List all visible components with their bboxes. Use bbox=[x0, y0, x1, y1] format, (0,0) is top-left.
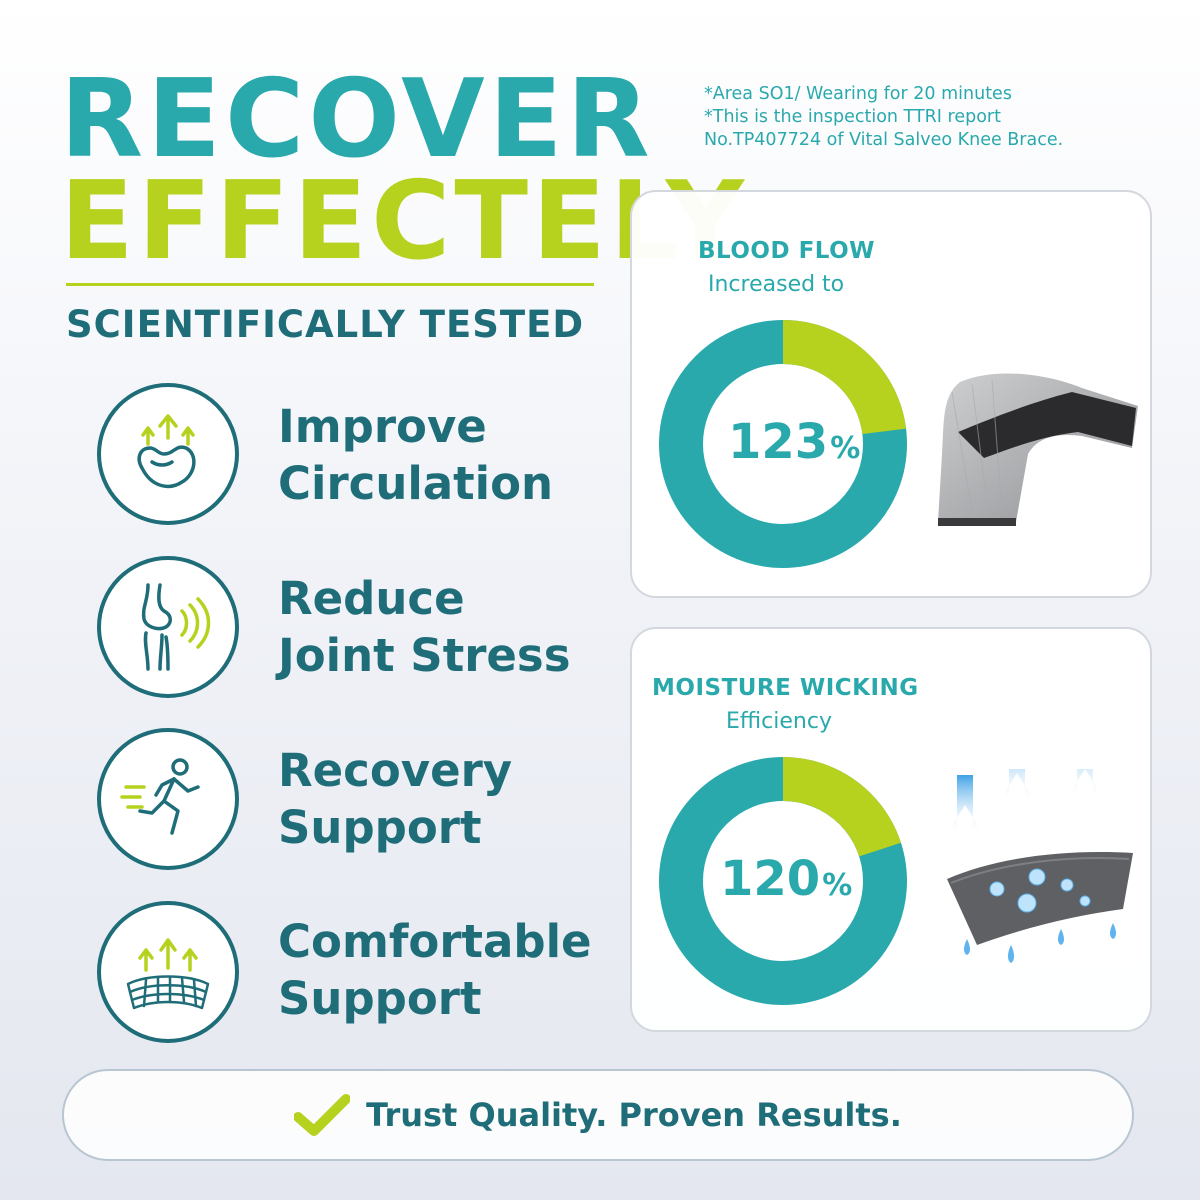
banner-text: Trust Quality. Proven Results. bbox=[366, 1096, 902, 1134]
donut-fill bbox=[659, 757, 907, 1005]
footnotes: *Area SO1/ Wearing for 20 minutes *This … bbox=[704, 83, 1063, 152]
subheadline: SCIENTIFICALLY TESTED bbox=[66, 303, 585, 346]
footnote-line: *This is the inspection TTRI report bbox=[704, 107, 1001, 127]
stat-title: MOISTURE WICKING bbox=[652, 675, 919, 701]
stat-title: BLOOD FLOW bbox=[698, 238, 876, 264]
footnote-line: No.TP407724 of Vital Salveo Knee Brace. bbox=[704, 130, 1064, 150]
stat-number: 123 bbox=[728, 414, 829, 470]
knee-joint-icon bbox=[97, 556, 239, 698]
stat-subtitle: Efficiency bbox=[726, 709, 832, 734]
benefit-line: Circulation bbox=[278, 457, 554, 510]
benefit-line: Reduce bbox=[278, 572, 465, 625]
moisture-wicking-donut bbox=[659, 757, 907, 1005]
stat-unit: % bbox=[822, 868, 853, 903]
benefit-label: Reduce Joint Stress bbox=[278, 570, 571, 684]
blood-flow-donut bbox=[659, 320, 907, 568]
stat-card-moisture-wicking: MOISTURE WICKING Efficiency 120% bbox=[630, 627, 1152, 1032]
breathable-mesh-icon bbox=[97, 901, 239, 1043]
running-person-icon bbox=[97, 728, 239, 870]
stat-unit: % bbox=[830, 431, 861, 466]
donut-fill bbox=[659, 320, 907, 568]
benefit-label: Improve Circulation bbox=[278, 398, 553, 512]
trust-banner: Trust Quality. Proven Results. bbox=[62, 1069, 1134, 1161]
stat-number: 120 bbox=[720, 851, 821, 907]
elbow-brace-image bbox=[938, 373, 1138, 526]
stat-subtitle: Increased to bbox=[708, 272, 845, 297]
benefit-label: Comfortable Support bbox=[278, 913, 592, 1027]
headline-divider bbox=[66, 283, 594, 286]
stat-value: 123% bbox=[728, 414, 860, 470]
stat-card-blood-flow: BLOOD FLOW Increased to 123% bbox=[630, 190, 1152, 598]
benefit-line: Support bbox=[278, 801, 482, 854]
benefit-line: Recovery bbox=[278, 744, 513, 797]
benefit-line: Support bbox=[278, 972, 482, 1025]
footnote-line: *Area SO1/ Wearing for 20 minutes bbox=[704, 84, 1012, 104]
benefit-line: Improve bbox=[278, 400, 487, 453]
benefit-line: Comfortable bbox=[278, 915, 592, 968]
benefit-label: Recovery Support bbox=[278, 742, 512, 856]
benefit-line: Joint Stress bbox=[278, 629, 571, 682]
headline-recover: RECOVER bbox=[60, 57, 654, 182]
checkmark-icon bbox=[294, 1094, 351, 1136]
moisture-fabric-image bbox=[947, 769, 1133, 963]
muscle-circulation-icon bbox=[97, 383, 239, 525]
stat-value: 120% bbox=[720, 851, 852, 907]
